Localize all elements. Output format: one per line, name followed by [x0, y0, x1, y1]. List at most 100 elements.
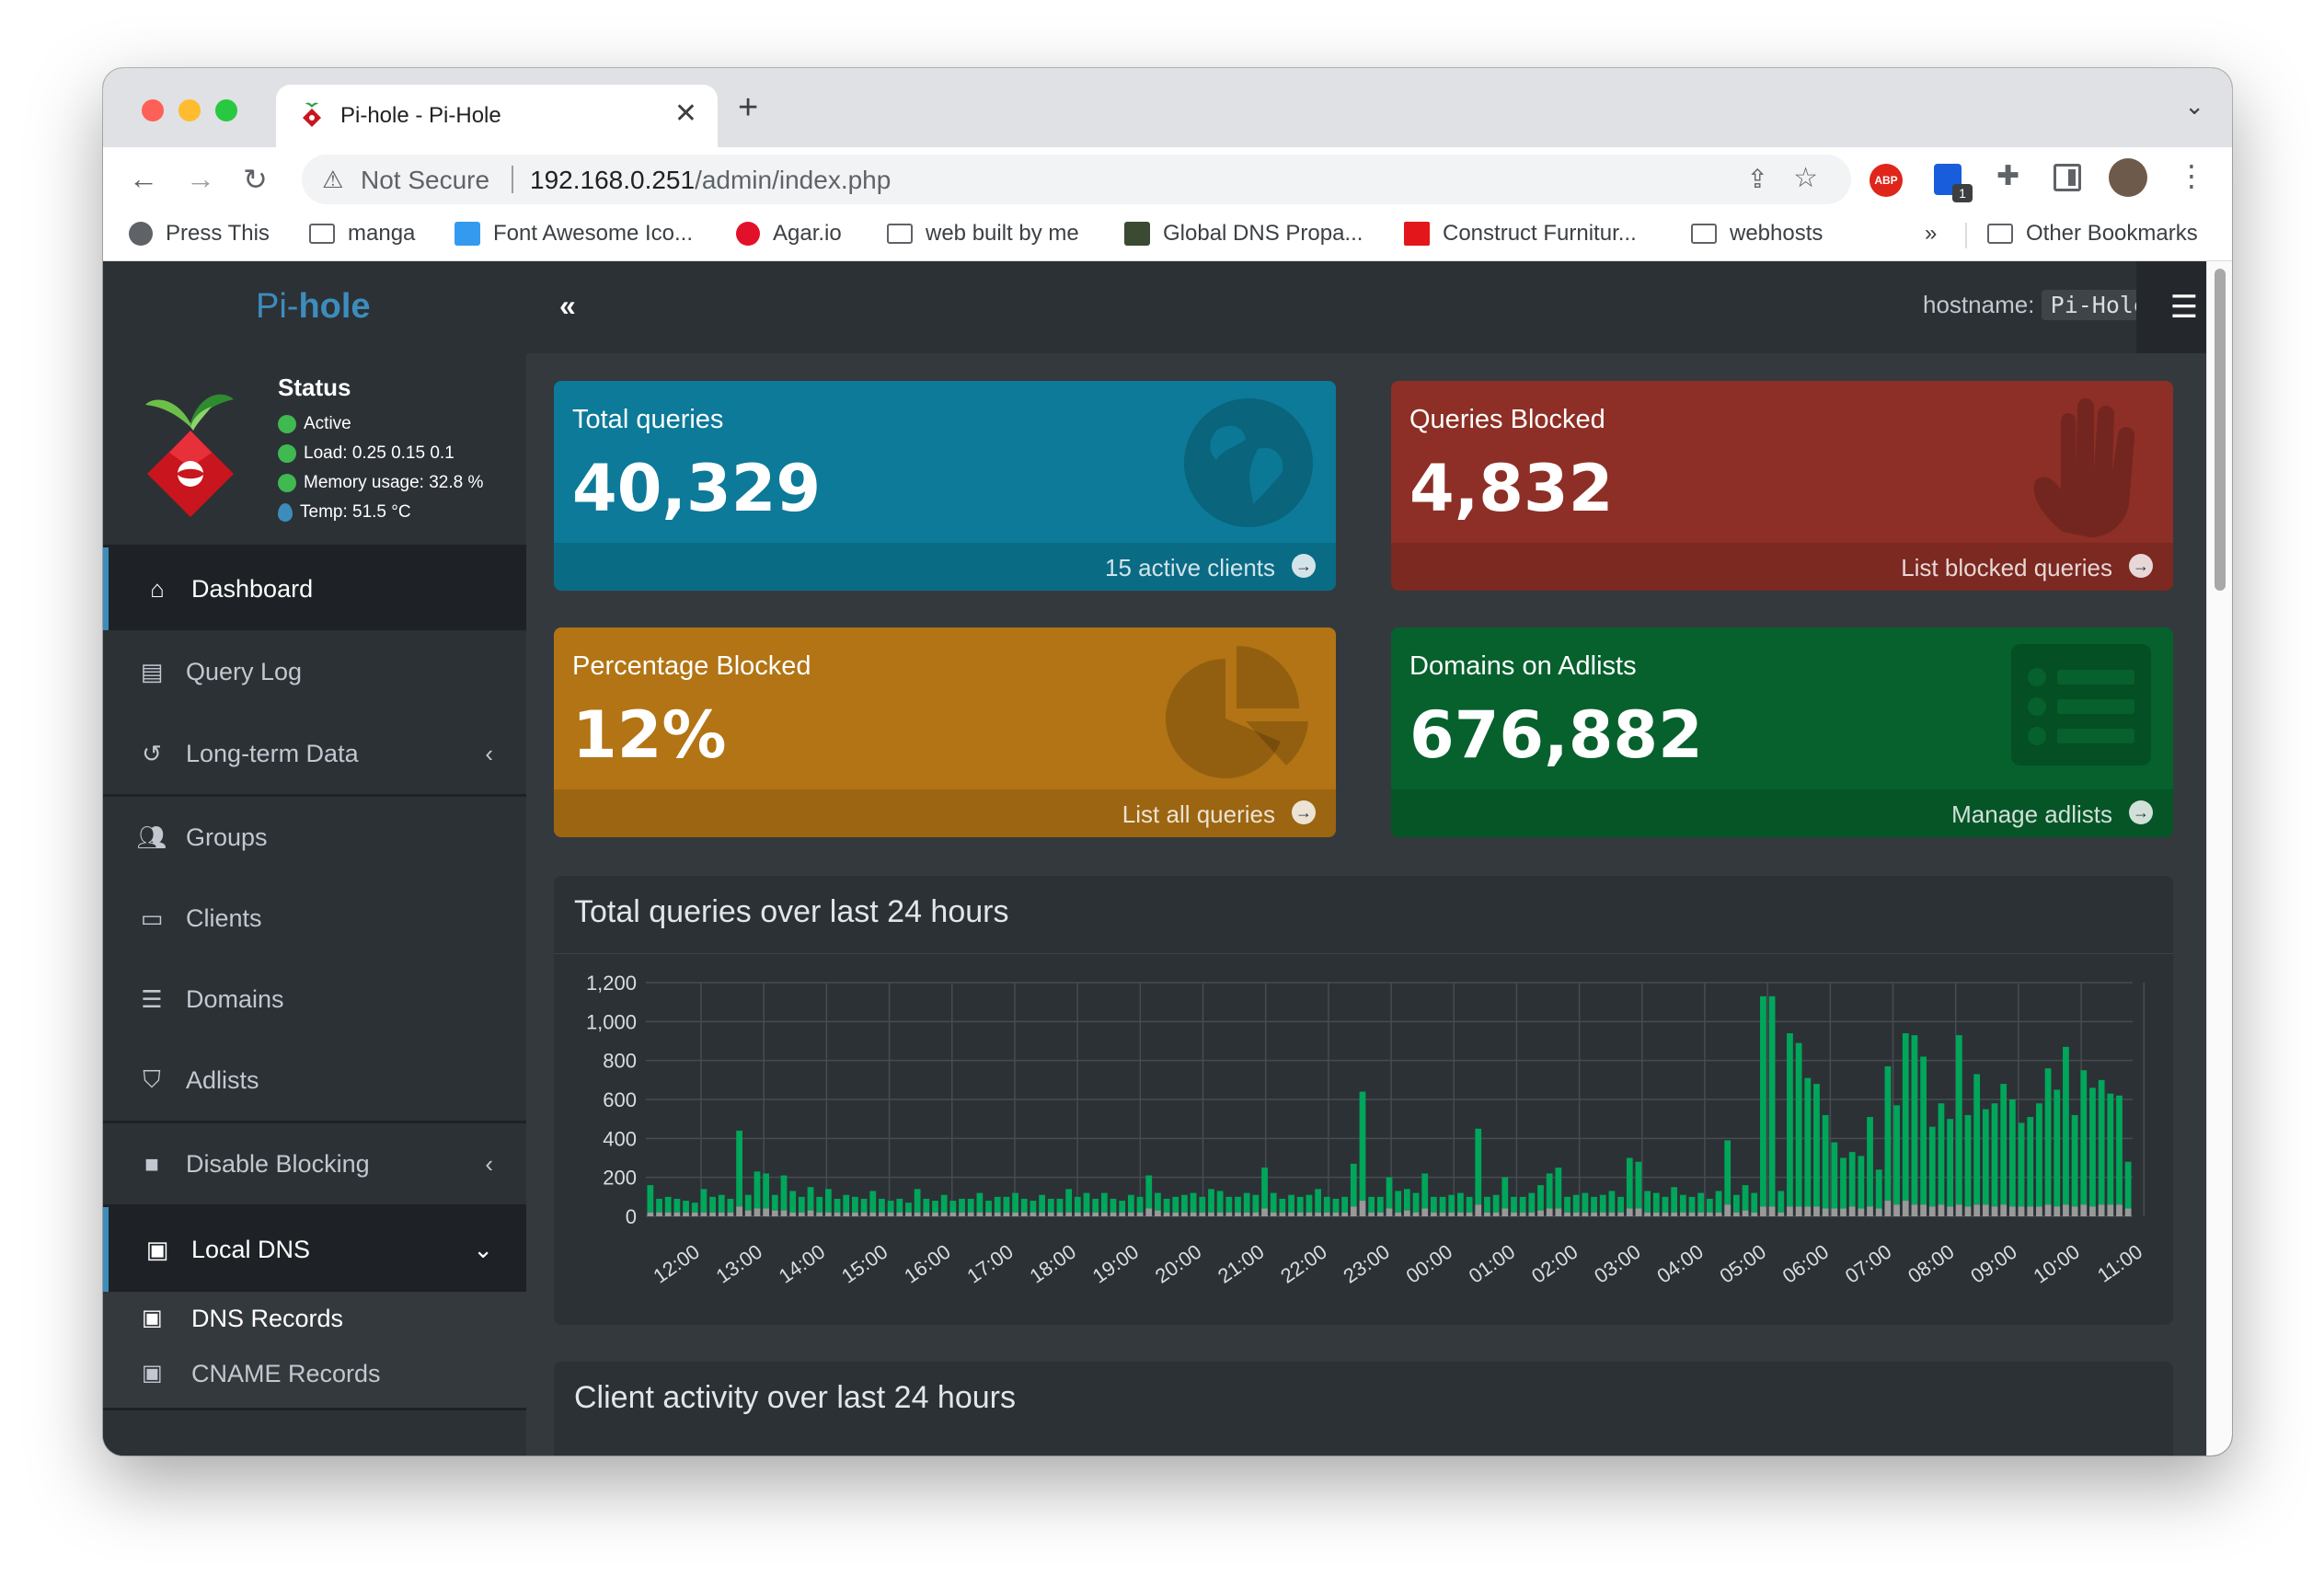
bar-permitted [1599, 1194, 1606, 1213]
bookmark-web-built[interactable]: web built by me [887, 221, 1079, 247]
bar-permitted [1199, 1196, 1206, 1213]
bookmark-global-dns[interactable]: Global DNS Propa... [1124, 221, 1363, 247]
bar-permitted [1626, 1157, 1633, 1209]
bar-blocked [1376, 1212, 1384, 1216]
sidebar-collapse-icon[interactable]: « [559, 289, 576, 322]
sidebar-item-long-term-data[interactable]: ↺ Long-term Data ‹ [103, 713, 526, 794]
sidebar-item-disable-blocking[interactable]: ■ Disable Blocking ‹ [103, 1123, 526, 1204]
site-icon [1404, 222, 1430, 246]
bar-blocked [1822, 1208, 1829, 1216]
security-label[interactable]: Not Secure [361, 166, 490, 194]
queries-bar-chart[interactable]: 0 200 400 600 800 1,000 1,200 12:00 13:00 14:00 15… [554, 955, 2173, 1323]
bar-blocked [1047, 1212, 1054, 1216]
bar-blocked [1795, 1206, 1802, 1216]
stat-footer-link[interactable]: List all queries → [554, 789, 1336, 837]
zoom-window-button[interactable] [215, 99, 237, 121]
bookmark-press-this[interactable]: Press This [129, 221, 270, 247]
profile-avatar[interactable] [2109, 158, 2147, 197]
warning-icon: ⚠ [322, 166, 344, 193]
bar-blocked [1030, 1212, 1037, 1216]
bar-blocked [914, 1212, 921, 1216]
address-bar[interactable]: ⚠ Not Secure 192.168.0.251/admin/index.p… [302, 155, 1851, 204]
sidebar-item-query-log[interactable]: ▤ Query Log [103, 630, 526, 713]
panel-title: Total queries over last 24 hours [574, 894, 1009, 929]
sidebar-item-clients[interactable]: ▭ Clients [103, 878, 526, 959]
bar-blocked [932, 1212, 938, 1216]
bar-permitted [959, 1198, 965, 1213]
bar-blocked [718, 1212, 725, 1216]
bar-blocked [1671, 1212, 1678, 1216]
bar-blocked [1020, 1212, 1028, 1216]
bar-blocked [2124, 1208, 2132, 1216]
bar-blocked [1715, 1212, 1722, 1216]
bar-permitted [1065, 1189, 1073, 1213]
bar-blocked [976, 1212, 984, 1216]
bookmarks-overflow-icon[interactable]: » [1925, 221, 1938, 246]
bookmark-font-awesome[interactable]: Font Awesome Ico... [454, 221, 693, 247]
sidebar-item-label: Local DNS [191, 1235, 311, 1263]
menu-divider [103, 545, 526, 547]
sidebar-item-dashboard[interactable]: ⌂ Dashboard [103, 547, 526, 630]
address-book-icon: ▣ [142, 1306, 163, 1330]
y-tick-label: 400 [603, 1127, 637, 1150]
back-icon[interactable]: ← [129, 162, 158, 195]
bar-blocked [673, 1212, 681, 1216]
close-tab-icon[interactable]: ✕ [673, 98, 697, 129]
new-tab-button[interactable]: + [738, 88, 759, 127]
bar-permitted [1608, 1191, 1616, 1213]
url-text[interactable]: 192.168.0.251/admin/index.php [530, 166, 891, 195]
hostname-display: hostname: Pi-Hole [1923, 290, 2157, 320]
minimize-window-button[interactable] [178, 99, 201, 121]
bookmark-star-icon[interactable]: ☆ [1793, 163, 1818, 193]
bar-permitted [1145, 1175, 1153, 1209]
reload-icon[interactable]: ↻ [243, 163, 268, 196]
bar-blocked [1564, 1212, 1570, 1216]
bar-permitted [2071, 1114, 2078, 1207]
bar-blocked [1947, 1206, 1954, 1216]
bar-blocked [1056, 1212, 1064, 1216]
bar-blocked [2098, 1204, 2105, 1216]
list-alt-icon [2011, 644, 2151, 765]
stat-footer-link[interactable]: 15 active clients → [554, 543, 1336, 591]
stat-footer-link[interactable]: Manage adlists → [1391, 789, 2173, 837]
bar-blocked [1074, 1212, 1081, 1216]
browser-menu-icon[interactable]: ⋮ [2177, 159, 2206, 192]
globe-icon [1184, 398, 1313, 527]
bar-blocked [1315, 1212, 1321, 1216]
scrollbar-thumb[interactable] [2215, 269, 2226, 591]
side-panel-icon[interactable] [2054, 164, 2081, 191]
bar-blocked [994, 1212, 1001, 1216]
sidebar-item-groups[interactable]: 👥︎ Groups [103, 797, 526, 878]
page-scrollbar[interactable] [2206, 261, 2232, 1456]
bar-blocked [789, 1212, 797, 1216]
bar-permitted [1778, 1191, 1785, 1213]
bar-blocked [1288, 1212, 1294, 1216]
sidebar-item-domains[interactable]: ☰ Domains [103, 959, 526, 1040]
share-icon[interactable]: ⇪ [1746, 165, 1768, 193]
status-load: Load: 0.25 0.15 0.1 [278, 443, 454, 464]
sidebar-item-local-dns[interactable]: ▣ Local DNS ⌄ [103, 1207, 526, 1292]
bookmark-manga[interactable]: manga [309, 221, 415, 247]
stat-footer-link[interactable]: List blocked queries → [1391, 543, 2173, 591]
sidebar-item-adlists[interactable]: ⛉ Adlists [103, 1040, 526, 1121]
other-bookmarks[interactable]: Other Bookmarks [1987, 221, 2198, 247]
stat-footer-text: 15 active clients [1105, 554, 1275, 581]
bar-blocked [1626, 1208, 1633, 1216]
browser-tab[interactable]: Pi-hole - Pi-Hole ✕ [276, 85, 718, 147]
bookmark-construct[interactable]: Construct Furnitur... [1404, 221, 1637, 247]
x-tick-label: 10:00 [2030, 1240, 2084, 1288]
bar-blocked [1938, 1204, 1945, 1216]
laptop-icon: ▭ [140, 903, 164, 932]
bar-permitted [2054, 1089, 2061, 1207]
bookmark-agario[interactable]: Agar.io [736, 221, 842, 247]
client-activity-panel: Client activity over last 24 hours [554, 1362, 2173, 1456]
close-window-button[interactable] [142, 99, 164, 121]
adblock-plus-icon[interactable]: ABP [1870, 164, 1903, 197]
tab-search-icon[interactable]: ⌄ [2184, 92, 2204, 120]
bookmark-webhosts[interactable]: webhosts [1691, 221, 1823, 247]
extensions-icon[interactable]: ✚ [1996, 161, 2020, 191]
forward-icon[interactable]: → [186, 162, 215, 195]
brand[interactable]: Pi-hole [103, 261, 526, 353]
bar-blocked [1964, 1206, 1972, 1216]
bar-blocked [1155, 1210, 1161, 1216]
